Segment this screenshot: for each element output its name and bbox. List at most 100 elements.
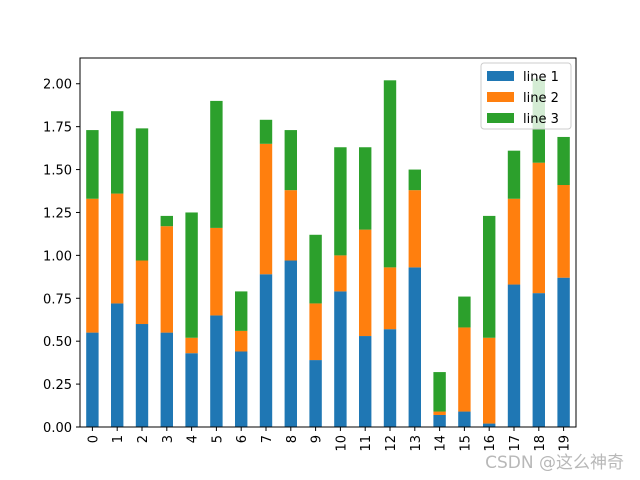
bar-line-2-12 — [383, 267, 397, 330]
x-tick-label: 14 — [434, 435, 449, 452]
bar-line-3-1 — [111, 111, 124, 194]
bar-line-1-17 — [507, 284, 521, 427]
bar-line-1-1 — [111, 303, 124, 427]
x-tick-label: 2 — [136, 435, 151, 443]
bar-line-2-8 — [284, 190, 297, 261]
x-tick-label: 15 — [458, 435, 473, 452]
bar-line-3-2 — [135, 128, 149, 261]
bar-line-1-18 — [532, 293, 545, 427]
bar-line-2-6 — [235, 330, 248, 352]
bar-line-3-13 — [408, 169, 421, 191]
plot-frame — [79, 57, 577, 428]
bar-line-3-11 — [359, 147, 372, 230]
bar-line-1-13 — [408, 267, 421, 427]
y-tick-label: 2.00 — [43, 78, 72, 93]
legend-swatch-line-2 — [487, 92, 514, 102]
x-tick-label: 5 — [210, 435, 225, 443]
bar-line-1-2 — [135, 324, 149, 427]
y-tick-label: 0.00 — [43, 421, 72, 436]
x-tick-label: 16 — [483, 435, 498, 452]
bar-line-1-11 — [359, 336, 372, 427]
bar-line-3-8 — [284, 130, 297, 191]
x-tick-label: 9 — [310, 435, 325, 443]
bar-line-1-5 — [210, 315, 223, 427]
legend-swatch-line-3 — [487, 113, 514, 123]
bar-line-3-0 — [86, 130, 99, 199]
bar-line-1-19 — [557, 277, 570, 427]
x-tick-label: 13 — [409, 435, 424, 452]
bar-line-3-3 — [160, 215, 173, 227]
legend-label-line-2: line 2 — [523, 91, 559, 106]
bar-line-3-19 — [557, 136, 570, 186]
bar-line-1-8 — [284, 260, 297, 427]
bar-line-2-10 — [334, 255, 347, 292]
y-tick-label: 1.75 — [43, 121, 72, 136]
bar-line-2-0 — [86, 198, 99, 333]
bar-line-3-16 — [483, 215, 496, 338]
bar-line-3-14 — [433, 372, 446, 412]
x-tick-label: 17 — [508, 435, 523, 452]
bar-line-1-4 — [185, 353, 198, 427]
bar-line-1-12 — [383, 329, 397, 427]
bar-line-3-5 — [210, 100, 223, 228]
y-tick-label: 0.25 — [43, 378, 72, 393]
bar-line-2-13 — [408, 190, 421, 268]
bar-line-2-11 — [359, 229, 372, 337]
bar-line-3-12 — [383, 80, 397, 268]
x-tick-label: 11 — [359, 435, 374, 452]
bar-line-2-1 — [111, 193, 124, 304]
x-tick-label: 6 — [235, 435, 250, 443]
bar-line-2-7 — [259, 143, 273, 275]
y-tick-label: 1.50 — [43, 164, 72, 179]
bar-line-1-9 — [309, 360, 322, 427]
bar-line-2-19 — [557, 185, 570, 278]
bar-line-2-2 — [135, 260, 149, 325]
x-tick-label: 3 — [161, 435, 176, 443]
bars-group — [86, 78, 570, 427]
x-tick-label: 19 — [558, 435, 573, 452]
bar-line-3-15 — [458, 296, 471, 328]
bar-line-1-6 — [235, 351, 248, 427]
bar-line-2-3 — [160, 226, 173, 333]
bar-line-2-17 — [507, 198, 521, 285]
x-tick-label: 8 — [285, 435, 300, 443]
bar-line-1-14 — [433, 414, 446, 427]
bar-line-2-4 — [185, 337, 198, 354]
bar-line-3-9 — [309, 234, 322, 304]
bar-line-1-0 — [86, 332, 99, 427]
bar-line-1-3 — [160, 332, 173, 427]
legend-swatch-line-1 — [487, 71, 514, 81]
bar-line-2-18 — [532, 162, 545, 294]
bar-line-3-17 — [507, 150, 521, 199]
legend-label-line-1: line 1 — [523, 70, 559, 85]
bar-line-2-14 — [433, 411, 446, 415]
bar-line-1-10 — [334, 291, 347, 427]
y-tick-label: 1.25 — [43, 206, 72, 221]
bar-line-2-5 — [210, 227, 223, 316]
y-tick-label: 0.50 — [43, 335, 72, 350]
x-tick-label: 18 — [533, 435, 548, 452]
x-tick-label: 12 — [384, 435, 399, 452]
bar-line-2-16 — [483, 337, 496, 424]
bar-line-2-15 — [458, 327, 471, 412]
legend-label-line-3: line 3 — [523, 112, 559, 127]
y-tick-label: 1.00 — [43, 249, 72, 264]
bar-line-3-7 — [259, 119, 273, 144]
axes-group: 0.000.250.500.751.001.251.501.752.000 1 2 3… — [43, 57, 577, 452]
x-tick-label: 0 — [86, 435, 101, 443]
bar-line-1-16 — [483, 423, 496, 427]
x-tick-label: 7 — [260, 435, 275, 443]
watermark-text: CSDN @这么神奇 — [485, 453, 624, 473]
bar-line-1-7 — [259, 274, 273, 427]
x-tick-label: 4 — [186, 435, 201, 443]
bar-line-3-6 — [235, 291, 248, 331]
legend: line 1 line 2 line 3 — [480, 62, 572, 130]
y-tick-label: 0.75 — [43, 292, 72, 307]
bar-line-2-9 — [309, 303, 322, 361]
x-tick-label: 1 — [111, 435, 126, 443]
x-tick-label: 10 — [334, 435, 349, 452]
bar-line-3-4 — [185, 212, 198, 338]
bar-line-1-15 — [458, 411, 471, 427]
bar-line-3-10 — [334, 147, 347, 256]
